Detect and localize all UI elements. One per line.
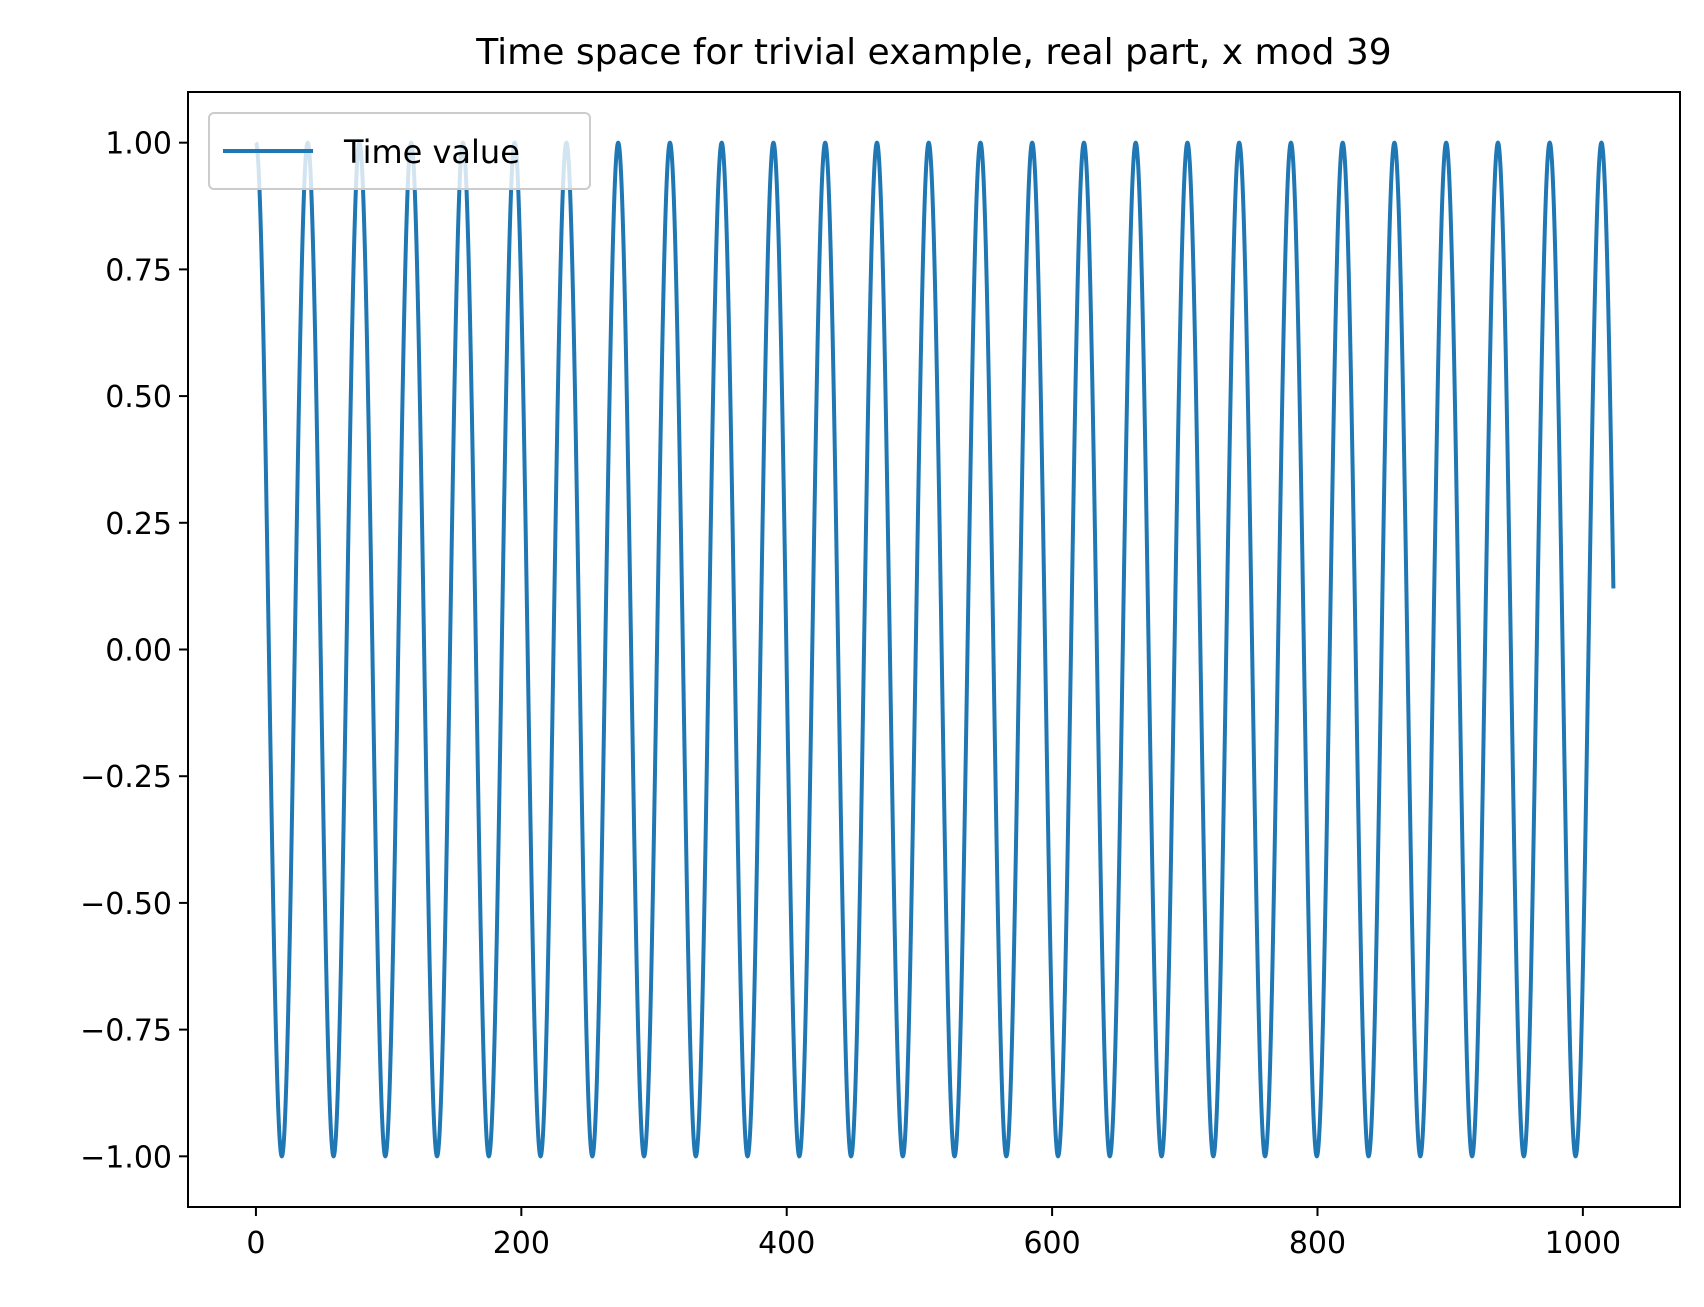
y-tick-label: 0.50 — [105, 380, 172, 415]
y-tick-label: −0.75 — [80, 1014, 172, 1049]
legend-box — [208, 112, 591, 190]
x-tick-label: 800 — [1289, 1226, 1346, 1261]
x-tick-label: 1000 — [1545, 1226, 1621, 1261]
y-tick-label: 1.00 — [105, 127, 172, 162]
legend: Time value — [208, 112, 591, 190]
y-tick-label: −1.00 — [80, 1140, 172, 1175]
y-tick-label: 0.75 — [105, 253, 172, 288]
y-tick-label: 0.25 — [105, 507, 172, 542]
legend-label: Time value — [343, 133, 520, 171]
x-tick-label: 400 — [758, 1226, 815, 1261]
series-line-0 — [254, 140, 1616, 1159]
axes: 0 200 400 600 800 1000 1.00 0.75 0.50 0.25 0.00 −0.… — [80, 91, 1681, 1261]
x-tick-label: 600 — [1023, 1226, 1080, 1261]
y-tick-label: −0.50 — [80, 887, 172, 922]
chart-title: Time space for trivial example, real par… — [475, 32, 1391, 73]
plot-area — [254, 140, 1616, 1159]
x-tick-label: 0 — [246, 1226, 265, 1261]
x-tick-label: 200 — [493, 1226, 550, 1261]
y-tick-label: 0.00 — [105, 634, 172, 669]
y-tick-label: −0.25 — [80, 760, 172, 795]
